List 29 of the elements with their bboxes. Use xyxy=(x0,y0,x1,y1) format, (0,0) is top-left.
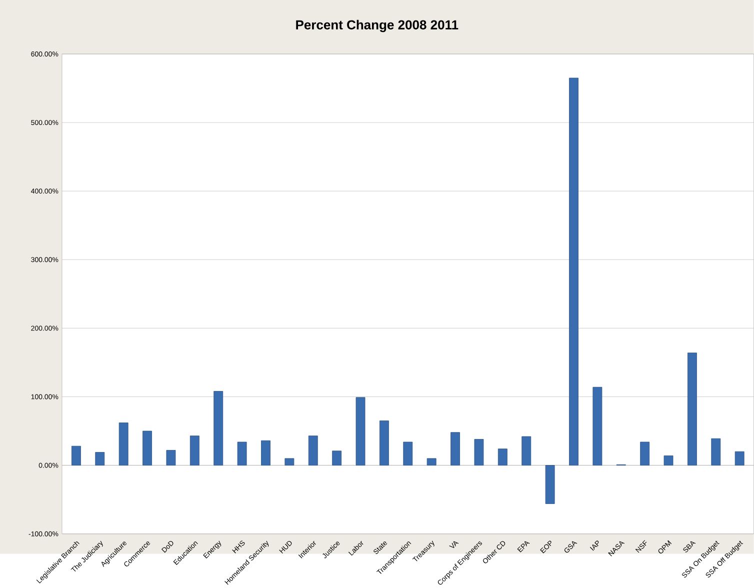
bar xyxy=(237,442,247,466)
bar xyxy=(711,438,721,466)
bar xyxy=(474,438,484,466)
bar xyxy=(522,436,532,466)
bar xyxy=(308,436,318,466)
bar xyxy=(142,430,152,466)
bar xyxy=(640,442,650,466)
bar xyxy=(380,420,389,466)
bar xyxy=(332,450,342,466)
bar xyxy=(592,386,602,466)
bar xyxy=(498,448,508,466)
bar xyxy=(426,458,436,466)
bar xyxy=(545,465,555,504)
bar xyxy=(688,352,697,466)
bar xyxy=(403,442,413,466)
bar xyxy=(72,446,81,466)
bar xyxy=(664,455,674,466)
bar xyxy=(118,422,128,466)
bar xyxy=(190,436,200,466)
bar xyxy=(214,390,224,466)
bar xyxy=(166,450,176,466)
bar xyxy=(356,397,366,466)
bar xyxy=(284,458,294,466)
bar xyxy=(734,451,744,466)
bar xyxy=(95,452,105,466)
bar xyxy=(450,432,460,466)
bar xyxy=(261,440,270,466)
bar xyxy=(569,78,578,466)
chart-title: Percent Change 2008 2011 xyxy=(296,20,458,32)
